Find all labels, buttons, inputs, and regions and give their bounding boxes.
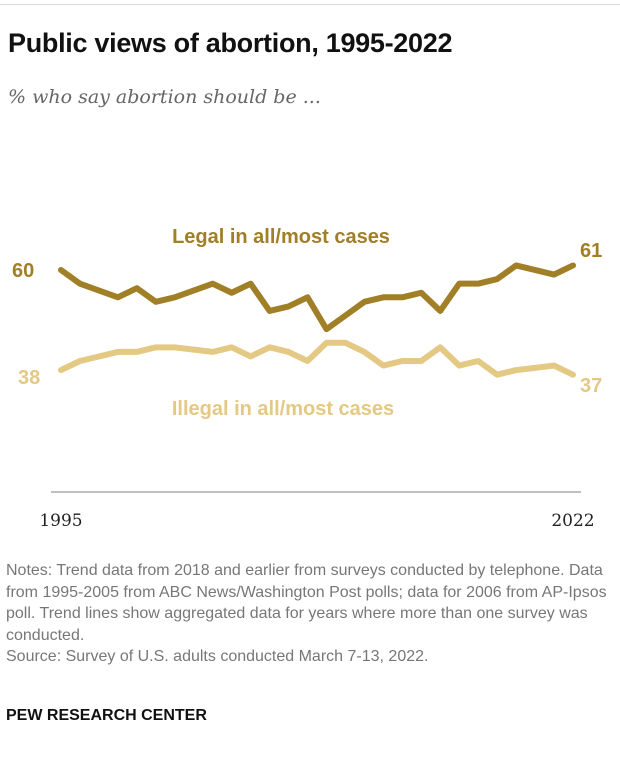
data-label-legal-start: 60 <box>12 260 34 282</box>
x-tick-label: 2022 <box>551 511 594 531</box>
x-tick-label: 1995 <box>39 511 82 531</box>
chart-title: Public views of abortion, 1995-2022 <box>8 28 453 58</box>
line-chart: 1995 2022 Legal in all/most cases Illega… <box>12 226 602 531</box>
source-text: Source: Survey of U.S. adults conducted … <box>6 648 429 665</box>
top-divider <box>0 4 620 5</box>
chart-subtitle: % who say abortion should be ... <box>8 86 321 108</box>
notes: Notes: Trend data from 2018 and earlier … <box>6 560 616 668</box>
notes-text: Notes: Trend data from 2018 and earlier … <box>6 562 607 644</box>
series-label-legal: Legal in all/most cases <box>172 226 390 248</box>
data-label-illegal-start: 38 <box>18 367 40 389</box>
series-line-legal <box>58 262 576 333</box>
series-line-illegal <box>58 339 576 378</box>
data-label-illegal-end: 37 <box>580 375 602 397</box>
brand-name: PEW RESEARCH CENTER <box>6 707 207 724</box>
series-label-illegal: Illegal in all/most cases <box>172 398 394 420</box>
data-label-legal-end: 61 <box>580 240 602 262</box>
